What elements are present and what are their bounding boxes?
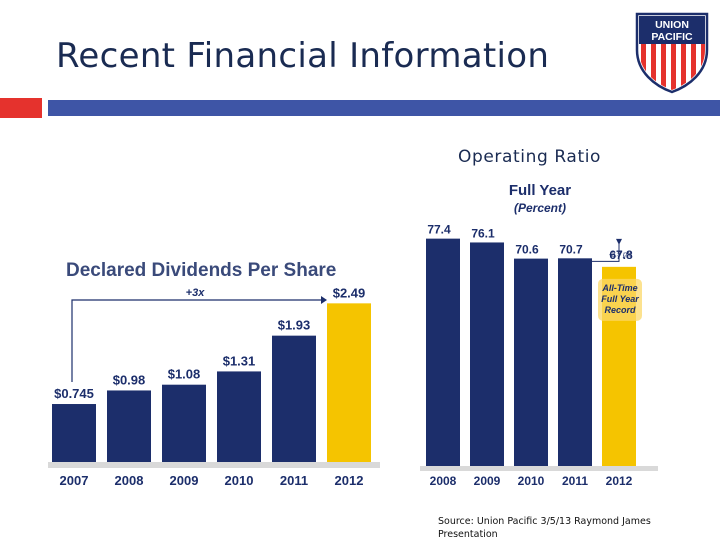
dividend-value-label: $2.49	[333, 285, 366, 300]
operating-ratio-year-label: 2008	[430, 474, 457, 488]
operating-ratio-chart-title: Full Year	[509, 182, 571, 199]
slide-title: Recent Financial Information	[56, 36, 550, 76]
dividend-bar	[327, 303, 371, 462]
dividend-bar	[162, 384, 206, 462]
svg-text:PACIFIC: PACIFIC	[651, 31, 693, 43]
union-pacific-logo: UNION PACIFIC	[635, 12, 709, 94]
dividend-value-label: $1.31	[223, 353, 256, 368]
dividend-value-label: $0.98	[113, 372, 146, 387]
operating-ratio-bar	[514, 258, 548, 466]
record-callout-line: Record	[604, 305, 636, 315]
operating-ratio-year-label: 2011	[562, 474, 588, 488]
growth-annotation: +3x	[186, 287, 206, 299]
operating-ratio-value-label: 70.7	[559, 242, 583, 256]
dividend-year-label: 2009	[170, 473, 199, 488]
operating-ratio-value-label: 67.8	[609, 248, 633, 262]
accent-bar-blue	[48, 100, 720, 116]
dividend-year-label: 2008	[115, 473, 144, 488]
dividends-chart-title: Declared Dividends Per Share	[66, 260, 336, 281]
dividend-bar	[107, 390, 151, 462]
growth-arrow	[71, 296, 327, 383]
dividend-year-label: 2012	[335, 473, 364, 488]
operating-ratio-heading: Operating Ratio	[458, 147, 602, 167]
operating-ratio-bar	[470, 242, 504, 466]
source-note: Source: Union Pacific 3/5/13 Raymond Jam…	[438, 516, 651, 540]
dividend-bar	[52, 404, 96, 462]
operating-ratio-subtitle: (Percent)	[514, 201, 566, 215]
operating-ratio-bar	[558, 258, 592, 466]
dividend-bar	[217, 371, 261, 462]
change-annotation: -2.9 pts	[609, 251, 633, 258]
operating-ratio-value-label: 77.4	[427, 223, 451, 237]
operating-ratio-bar	[426, 238, 460, 466]
dividend-bar	[272, 335, 316, 462]
dividend-value-label: $0.745	[54, 386, 94, 401]
dividend-baseline	[48, 462, 380, 468]
dividend-value-label: $1.93	[278, 318, 311, 333]
dividend-year-label: 2011	[280, 473, 308, 488]
dividends-chart: Declared Dividends Per Share +3x $0.745 2…	[48, 250, 380, 495]
operating-ratio-chart: Full Year (Percent) 77.4 2008 76.1 2009 70.6…	[420, 178, 658, 495]
operating-ratio-value-label: 76.1	[471, 226, 495, 240]
record-callout	[598, 278, 642, 321]
dividend-year-label: 2007	[60, 473, 89, 488]
accent-bar-red	[0, 98, 42, 118]
svg-text:UNION: UNION	[655, 19, 689, 31]
dividend-value-label: $1.08	[168, 367, 201, 382]
operating-ratio-year-label: 2012	[606, 474, 633, 488]
operating-ratio-value-label: 70.6	[515, 243, 539, 257]
dividend-year-label: 2010	[225, 473, 254, 488]
operating-ratio-baseline	[420, 466, 658, 471]
operating-ratio-year-label: 2009	[474, 474, 501, 488]
operating-ratio-year-label: 2010	[518, 474, 545, 488]
record-callout-line: All-Time	[601, 283, 637, 293]
record-callout-line: Full Year	[601, 294, 639, 304]
